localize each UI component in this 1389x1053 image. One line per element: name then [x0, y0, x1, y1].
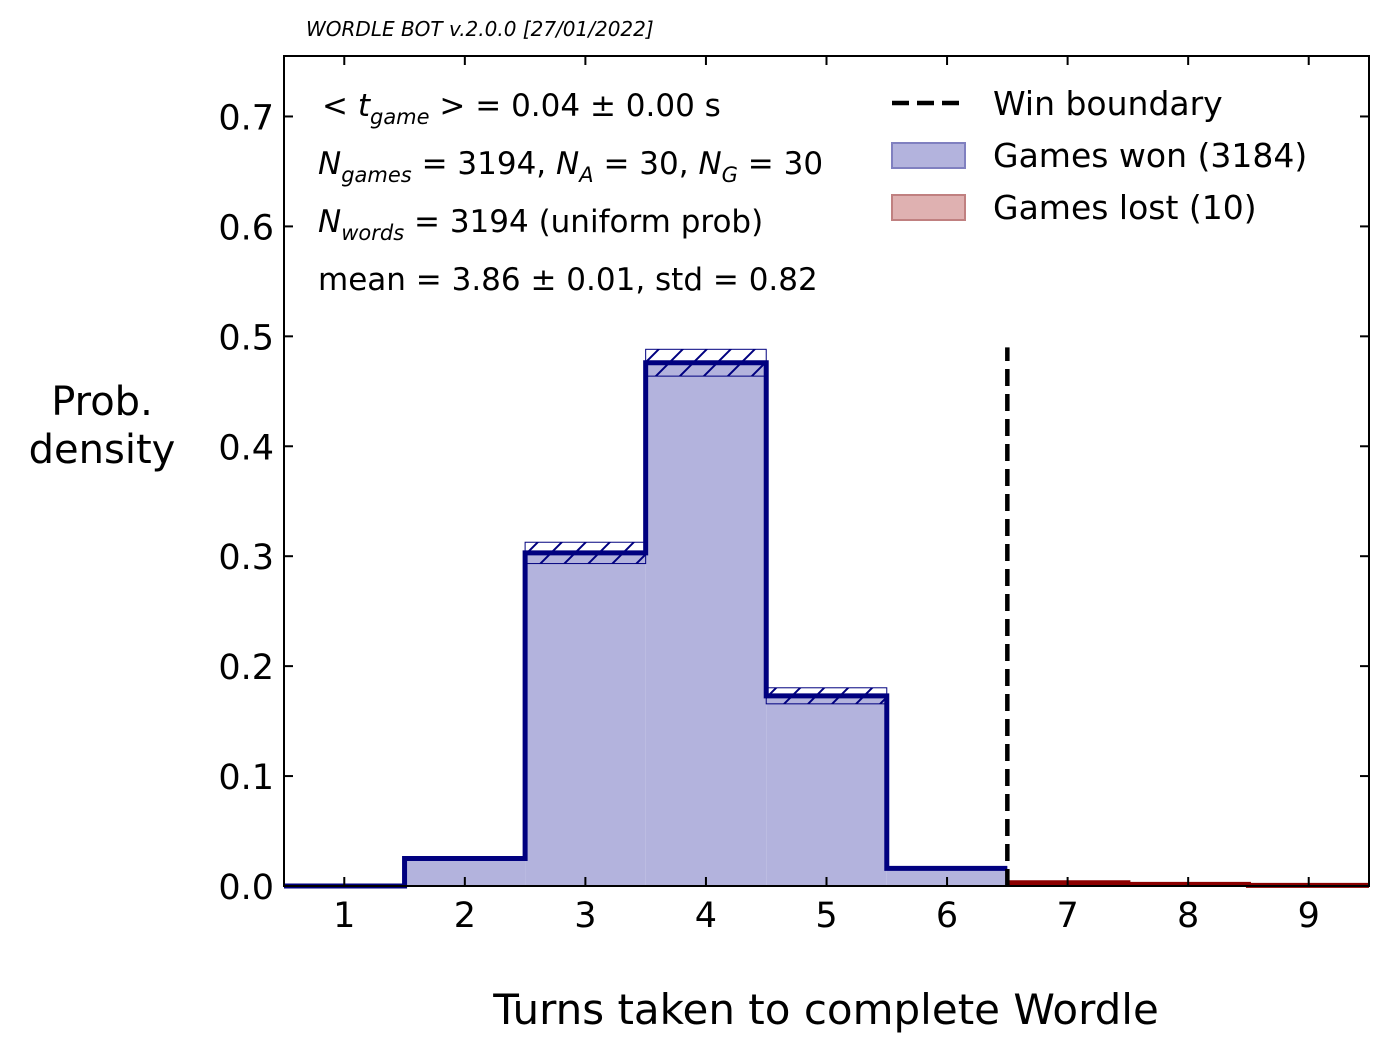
stats-annotations: < tgame > = 0.04 ± 0.00 s Ngames = 3194,… — [318, 88, 823, 298]
x-tick-label-2: 3 — [574, 896, 596, 936]
stats-nwords-val: = 3194 (uniform prob) — [404, 204, 763, 240]
legend: Win boundary Games won (3184) Games lost… — [891, 84, 1307, 227]
y-tick-label-7: 0.7 — [218, 98, 274, 138]
y-tick-label-4: 0.4 — [218, 428, 274, 468]
stats-ng-sym: N — [698, 146, 721, 182]
y-tick-label-6: 0.6 — [218, 208, 274, 248]
y-tick-label-3: 0.3 — [218, 538, 274, 578]
stats-line-time: < tgame > = 0.04 ± 0.00 s — [322, 88, 721, 129]
x-ticks: 1 2 3 4 5 6 7 8 9 — [333, 56, 1320, 936]
stats-line-mean: mean = 3.86 ± 0.01, std = 0.82 — [318, 262, 818, 298]
legend-games-lost-label: Games lost (10) — [993, 188, 1257, 227]
bar-won-2 — [525, 552, 646, 886]
stats-na-sym: N — [556, 146, 579, 182]
header-text: WORDLE BOT v.2.0.0 [27/01/2022] — [306, 17, 654, 41]
x-tick-label-7: 8 — [1177, 896, 1199, 936]
stats-na-val: = 30, — [594, 146, 699, 182]
x-tick-label-0: 1 — [333, 896, 355, 936]
stats-ng-sub: G — [722, 163, 738, 187]
x-tick-label-1: 2 — [454, 896, 476, 936]
y-tick-label-1: 0.1 — [218, 758, 274, 798]
x-tick-label-6: 7 — [1056, 896, 1078, 936]
stats-time-sub: game — [370, 105, 430, 129]
bar-won-3 — [645, 362, 767, 887]
x-tick-label-3: 4 — [695, 896, 717, 936]
stats-ngames-val: = 3194, — [412, 146, 556, 182]
stats-ngames-sub: games — [341, 163, 412, 187]
stats-line-words: Nwords = 3194 (uniform prob) — [318, 204, 763, 245]
y-tick-label-0: 0.0 — [218, 868, 274, 908]
x-tick-label-5: 6 — [936, 896, 958, 936]
bar-won-4 — [766, 695, 887, 886]
legend-games-won-swatch — [891, 142, 966, 169]
x-axis-label: Turns taken to complete Wordle — [492, 985, 1159, 1034]
stats-nwords-sub: words — [341, 221, 404, 245]
legend-win-boundary-label: Win boundary — [993, 84, 1223, 123]
step-outline-won — [284, 360, 1008, 889]
y-axis-label-line1: Prob. — [51, 379, 153, 425]
stats-line-counts: Ngames = 3194, NA = 30, NG = 30 — [318, 146, 823, 187]
stats-na-sub: A — [577, 163, 593, 187]
stats-nwords-sym: N — [318, 204, 341, 240]
x-tick-label-8: 9 — [1298, 896, 1320, 936]
y-tick-label-2: 0.2 — [218, 648, 274, 688]
y-ticks: 0.0 0.1 0.2 0.3 0.4 0.5 0.6 0.7 — [218, 98, 1369, 908]
y-axis-label-line2: density — [29, 427, 176, 473]
legend-games-won-label: Games won (3184) — [993, 136, 1307, 175]
stats-ngames-sym: N — [318, 146, 341, 182]
x-tick-label-4: 5 — [815, 896, 837, 936]
legend-games-lost-swatch — [891, 194, 966, 221]
stats-time-lhs: < t — [322, 88, 372, 124]
y-tick-label-5: 0.5 — [218, 318, 274, 358]
stats-time-rhs: > = 0.04 ± 0.00 s — [430, 88, 721, 124]
stats-ng-val: = 30 — [738, 146, 823, 182]
